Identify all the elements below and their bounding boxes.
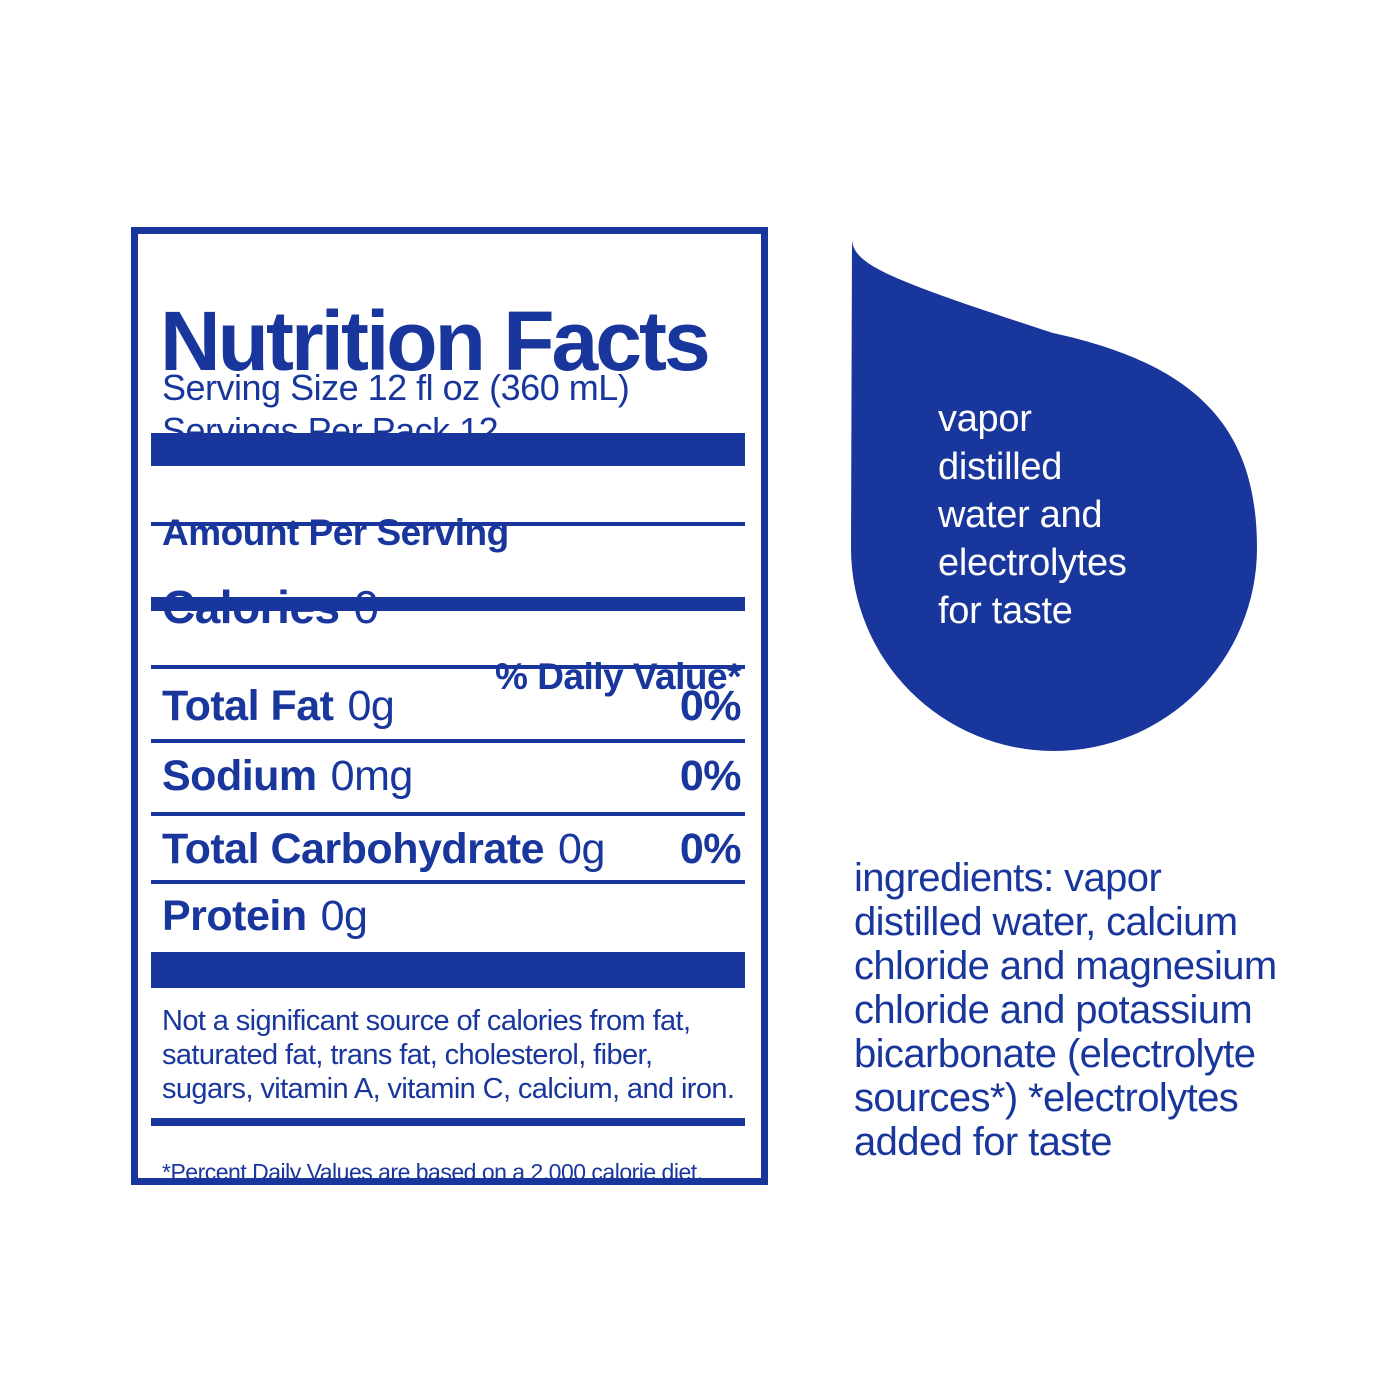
percent-daily-value-footnote: *Percent Daily Values are based on a 2,0… (162, 1159, 703, 1185)
nutrient-name-amount: Protein 0g (162, 892, 368, 940)
nutrient-row-protein: Protein 0g (162, 890, 741, 942)
nutrient-row-total-fat: Total Fat 0g 0% (162, 680, 742, 732)
serving-size-text: Serving Size 12 fl oz (360 mL) (162, 367, 630, 408)
nutrient-daily-value: 0% (679, 752, 742, 800)
thick-separator-bar-top (151, 433, 745, 466)
nutrient-row-total-carbohydrate: Total Carbohydrate 0g 0% (162, 823, 742, 875)
tagline-line: water and (938, 494, 1103, 536)
divider-rule (151, 812, 745, 816)
nutrition-facts-panel: Nutrition Facts Serving Size 12 fl oz (3… (131, 227, 768, 1185)
nutrient-name-amount: Total Fat 0g (162, 682, 395, 730)
ingredients-line: added for taste (854, 1120, 1112, 1164)
ingredients-line: bicarbonate (electrolyte (854, 1032, 1256, 1076)
nutrition-facts-title: Nutrition Facts (160, 294, 711, 389)
disclaimer-line: sugars, vitamin A, vitamin C, calcium, a… (162, 1073, 735, 1105)
nutrient-name-amount: Total Carbohydrate 0g (162, 825, 605, 873)
divider-rule (151, 665, 745, 669)
water-droplet-path (851, 240, 1257, 751)
disclaimer-line: Not a significant source of calories fro… (162, 1005, 691, 1037)
ingredients-line: chloride and potassium (854, 988, 1253, 1032)
ingredients-line: sources*) *electrolytes (854, 1076, 1239, 1120)
water-droplet-shape (851, 240, 1257, 751)
ingredients-line: distilled water, calcium (854, 900, 1238, 944)
nutrient-daily-value: 0% (679, 825, 742, 873)
divider-rule (151, 739, 745, 743)
ingredients-line: chloride and magnesium (854, 944, 1277, 988)
divider-rule (151, 522, 745, 526)
nutrient-daily-value: 0% (679, 682, 742, 730)
thick-separator-bar-bottom (151, 952, 745, 988)
ingredients-text: ingredients: vapor distilled water, calc… (854, 856, 1277, 1164)
disclaimer-text: Not a significant source of calories fro… (162, 1004, 747, 1106)
nutrient-name-amount: Sodium 0mg (162, 752, 413, 800)
tagline-line: for taste (938, 590, 1073, 632)
tagline-line: distilled (938, 446, 1063, 488)
tagline-line: electrolytes (938, 542, 1127, 584)
divider-rule (151, 880, 745, 884)
daily-value-header: % Daily Value* (495, 656, 741, 697)
disclaimer-line: saturated fat, trans fat, cholesterol, f… (162, 1039, 653, 1071)
amount-per-serving-label: Amount Per Serving (162, 512, 509, 553)
ingredients-line: ingredients: vapor (854, 856, 1162, 900)
tagline-line: vapor (938, 398, 1032, 440)
nutrient-row-sodium: Sodium 0mg 0% (162, 750, 742, 802)
footnote-rule (151, 1118, 745, 1126)
droplet-tagline: vapor distilled water and electrolytes f… (938, 395, 1127, 635)
medium-separator-bar (151, 597, 745, 611)
